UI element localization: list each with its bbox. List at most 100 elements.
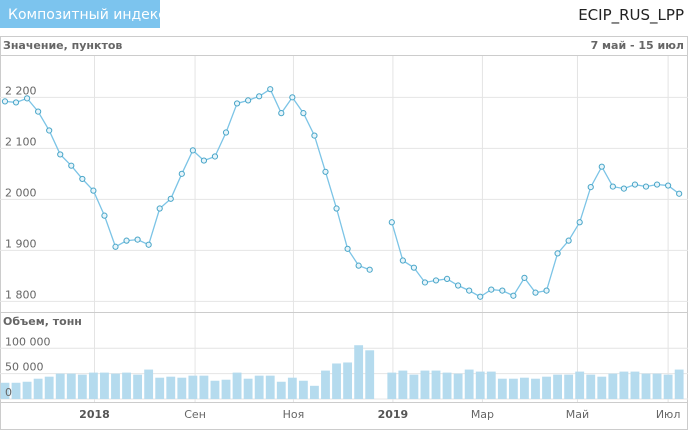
point [620,185,627,192]
bar [409,374,419,399]
bar [11,382,21,399]
point [466,287,473,294]
point [554,250,561,257]
bar [475,371,485,399]
point [256,93,263,100]
bar [144,369,154,399]
bar [531,378,540,399]
bar [586,374,596,399]
point [178,170,185,177]
y-tick-label: 1 900 [5,237,37,250]
y-tick-label: 50 000 [5,361,44,374]
bar [508,378,518,399]
point [421,279,429,286]
point [189,147,196,154]
y-tick-label: 2 100 [5,135,37,148]
bar [630,371,640,399]
point [477,293,484,300]
bar [287,377,297,399]
bar [177,377,187,399]
bar [44,376,54,399]
bar [343,362,353,399]
bar [232,372,242,399]
bar [188,375,198,399]
bar [464,369,474,399]
point [399,257,406,264]
point [200,157,208,164]
bar [254,375,264,399]
index-button-label[interactable]: Композитный индекс [8,7,166,23]
point [156,205,163,212]
point [576,219,583,226]
bar [597,376,607,399]
bar [453,373,463,399]
point [499,287,506,294]
x-tick-label: Июл [656,408,681,421]
x-tick-label: Мар [471,408,494,421]
bar [564,374,574,399]
point [344,245,351,252]
bar [111,373,120,399]
index-button[interactable] [0,0,160,28]
bar [210,380,220,399]
point [211,153,219,160]
bar [77,374,87,399]
x-tick-label: Ноя [283,408,305,421]
bar [542,376,551,399]
bar [575,371,585,399]
bar [298,380,308,399]
bar [155,377,165,399]
bar [520,377,529,399]
point [642,183,650,190]
line [4,88,680,298]
point [289,94,296,101]
point [410,264,418,271]
bar [365,350,375,399]
bar [486,371,496,399]
point [245,97,252,104]
point [521,274,528,281]
bar [608,373,618,399]
bar [133,374,143,399]
point [278,110,285,117]
bar [431,370,441,399]
point [510,292,517,299]
bar [221,379,231,399]
bar [321,370,330,399]
point [35,108,42,115]
point [565,237,572,244]
point [587,183,594,191]
bar [497,378,507,399]
point [311,132,318,139]
point [134,236,141,243]
point [631,181,639,188]
point [222,129,230,136]
point [1,98,9,105]
point [432,277,440,284]
point [443,275,451,282]
bar [33,378,43,399]
bar [55,373,65,399]
point [79,175,86,183]
point [46,127,53,134]
bar [100,372,109,399]
y-tick-label: 1 800 [5,288,37,301]
point [333,205,340,212]
point [532,289,539,296]
bar [332,363,341,399]
bar [553,374,563,399]
point [123,237,130,244]
point [68,162,75,169]
bar [276,381,286,399]
point [90,187,97,194]
point [455,282,462,289]
bar [199,375,209,399]
y-label: Значение, пунктов [3,39,122,52]
point [598,163,605,170]
point [676,190,683,197]
x-tick-label: Сен [184,408,206,421]
bar [265,375,275,399]
bar [674,369,684,399]
bar [243,378,253,399]
